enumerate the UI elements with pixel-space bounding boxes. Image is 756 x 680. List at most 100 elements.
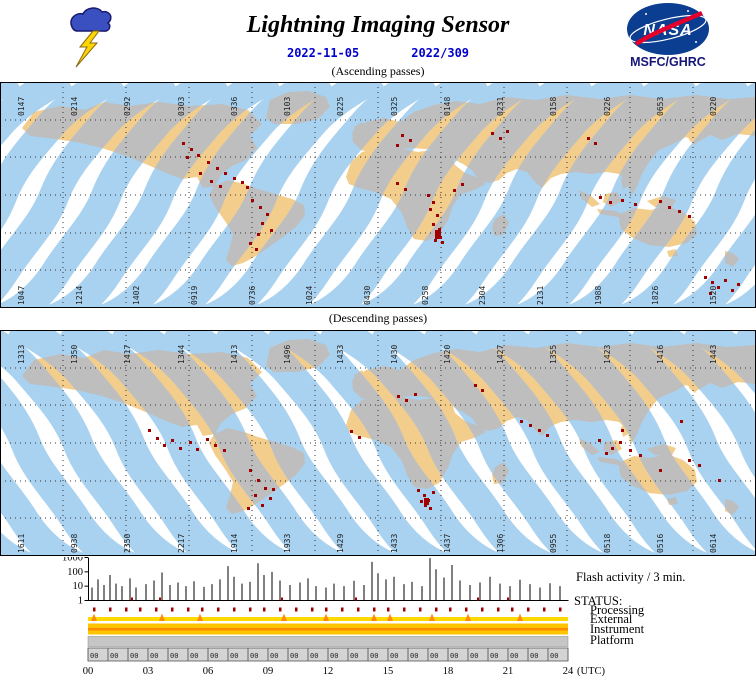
hour-label: 15 — [383, 666, 394, 677]
processing-mark — [481, 607, 484, 612]
processing-mark — [109, 607, 112, 612]
flash-dot — [731, 289, 734, 292]
orbit-number: 1437 — [443, 534, 452, 553]
processing-mark — [93, 607, 96, 612]
flash-dot — [219, 185, 222, 188]
orbit-number: 1024 — [305, 286, 314, 305]
processing-mark — [387, 607, 390, 612]
minute-label: 00 — [470, 652, 478, 660]
flash-dot — [404, 188, 407, 191]
orbit-number: 2217 — [177, 534, 186, 553]
flash-dot — [424, 504, 427, 507]
flash-dot — [264, 487, 267, 490]
status-row-label-external: External — [590, 612, 633, 626]
orbit-numbers-top: 1313 1350 1417 1344 1413 1496 1433 1430 1420 1427… — [17, 345, 718, 364]
descending-map: 1313 1350 1417 1344 1413 1496 1433 1430 1420 1427… — [0, 330, 756, 556]
minute-label: 00 — [530, 652, 538, 660]
flash-dot — [223, 449, 226, 452]
flash-dot — [249, 242, 252, 245]
flash-dot — [621, 429, 624, 432]
external-spike — [387, 613, 393, 621]
minute-label: 00 — [410, 652, 418, 660]
cloud-shape — [70, 7, 112, 32]
flash-dot — [251, 199, 254, 202]
orbit-number: 0220 — [709, 97, 718, 116]
status-row-label-instrument: Instrument — [590, 622, 645, 636]
baseline-mark — [355, 597, 357, 601]
flash-dot — [179, 447, 182, 450]
flash-dot — [190, 148, 193, 151]
storm-cloud-icon — [70, 7, 112, 68]
processing-mark — [341, 607, 344, 612]
flash-dot — [688, 215, 691, 218]
minute-label: 00 — [450, 652, 458, 660]
processing-mark — [125, 607, 128, 612]
orbit-number: 1433 — [390, 534, 399, 553]
flash-dot — [594, 142, 597, 145]
time-bar-ticks: 00 00 00 00 00 00 00 00 00 00 00 00 00 00 00 00 00 00 00 00… — [87, 648, 569, 661]
flash-dot — [619, 441, 622, 444]
orbit-number: 0103 — [283, 97, 292, 116]
orbit-number: 1420 — [443, 345, 452, 364]
flash-dot — [417, 489, 420, 492]
orbit-number: 1520 — [709, 286, 718, 305]
flash-dot — [423, 494, 426, 497]
flash-dot — [598, 439, 601, 442]
external-spike — [281, 613, 287, 621]
y-tick-label: 1000 — [62, 557, 83, 564]
star — [695, 41, 697, 43]
orbit-number: 0516 — [656, 534, 665, 553]
minute-label: 00 — [490, 652, 498, 660]
flash-dot — [688, 459, 691, 462]
flash-dot — [207, 161, 210, 164]
star — [687, 10, 689, 12]
processing-mark — [559, 607, 562, 612]
orbit-number: 1496 — [283, 345, 292, 364]
external-spike — [91, 613, 97, 621]
lightning-bolt-icon — [75, 30, 100, 68]
processing-mark — [543, 607, 546, 612]
external-spike — [197, 613, 203, 621]
minute-label: 00 — [330, 652, 338, 660]
lightning-flash-layer — [182, 130, 740, 295]
flash-dot — [405, 399, 408, 402]
flash-activity-yaxis: 1000 100 10 1 — [62, 557, 89, 607]
star — [645, 13, 647, 15]
flash-dot — [429, 507, 432, 510]
instrument-status-stripe — [88, 628, 568, 631]
flash-dot — [254, 494, 257, 497]
flash-dot — [611, 447, 614, 450]
flash-dot — [668, 206, 671, 209]
flash-dot — [396, 144, 399, 147]
orbit-number: 1402 — [132, 286, 141, 305]
minute-label: 00 — [210, 652, 218, 660]
flash-dot — [609, 201, 612, 204]
hour-label: 00 — [83, 666, 94, 677]
processing-mark — [403, 607, 406, 612]
minute-label: 00 — [550, 652, 558, 660]
external-spike — [517, 613, 523, 621]
flash-dot — [148, 429, 151, 432]
orbit-number: 0303 — [177, 97, 186, 116]
flash-dot — [520, 420, 523, 423]
flash-dot — [461, 183, 464, 186]
orbit-number: 1826 — [651, 286, 660, 305]
orbit-number: 0231 — [496, 97, 505, 116]
hour-label: 12 — [323, 666, 334, 677]
orbit-number: 1429 — [336, 534, 345, 553]
flash-dot — [206, 438, 209, 441]
flash-dot — [196, 448, 199, 451]
processing-mark — [295, 607, 298, 612]
orbit-number: 1433 — [336, 345, 345, 364]
platform-status-bar — [87, 636, 569, 647]
external-spike — [159, 613, 165, 621]
flash-dot — [182, 142, 185, 145]
minute-label: 00 — [290, 652, 298, 660]
flash-dot — [216, 167, 219, 170]
flash-dot — [247, 507, 250, 510]
flash-dot — [711, 281, 714, 284]
processing-mark — [527, 607, 530, 612]
processing-mark — [201, 607, 204, 612]
